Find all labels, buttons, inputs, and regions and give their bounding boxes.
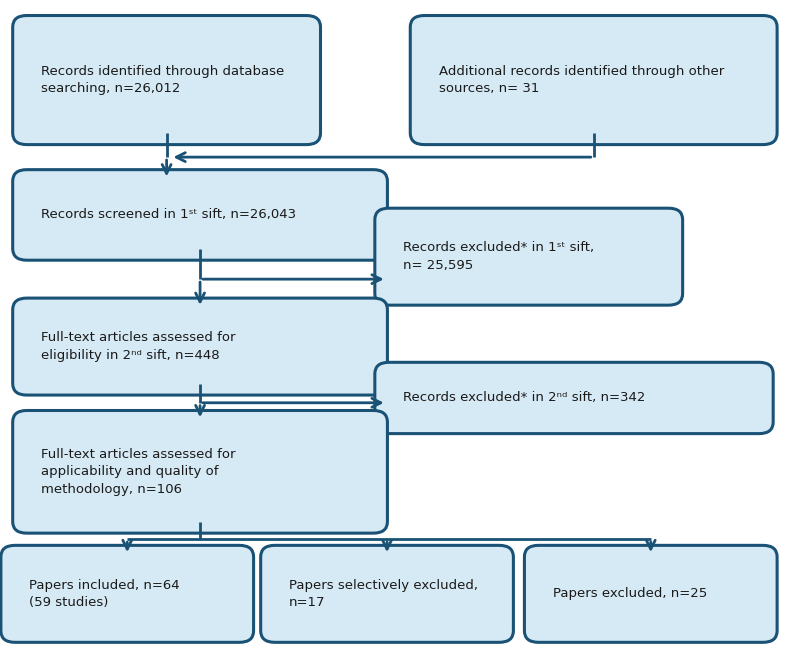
Text: Records excluded* in 2ⁿᵈ sift, n=342: Records excluded* in 2ⁿᵈ sift, n=342: [403, 392, 646, 404]
FancyBboxPatch shape: [13, 410, 387, 533]
Text: Full-text articles assessed for
eligibility in 2ⁿᵈ sift, n=448: Full-text articles assessed for eligibil…: [41, 332, 235, 362]
FancyBboxPatch shape: [13, 15, 321, 144]
FancyBboxPatch shape: [525, 546, 777, 642]
FancyBboxPatch shape: [13, 170, 387, 260]
FancyBboxPatch shape: [13, 298, 387, 395]
Text: Records excluded* in 1ˢᵗ sift,
n= 25,595: Records excluded* in 1ˢᵗ sift, n= 25,595: [403, 241, 594, 272]
FancyBboxPatch shape: [375, 208, 682, 305]
Text: Records identified through database
searching, n=26,012: Records identified through database sear…: [41, 64, 284, 95]
Text: Records screened in 1ˢᵗ sift, n=26,043: Records screened in 1ˢᵗ sift, n=26,043: [41, 208, 296, 221]
Text: Papers excluded, n=25: Papers excluded, n=25: [553, 588, 707, 600]
FancyBboxPatch shape: [375, 362, 773, 433]
Text: Additional records identified through other
sources, n= 31: Additional records identified through ot…: [438, 64, 724, 95]
FancyBboxPatch shape: [261, 546, 514, 642]
FancyBboxPatch shape: [1, 546, 254, 642]
Text: Full-text articles assessed for
applicability and quality of
methodology, n=106: Full-text articles assessed for applicab…: [41, 448, 235, 496]
Text: Papers selectively excluded,
n=17: Papers selectively excluded, n=17: [289, 579, 478, 609]
Text: Papers included, n=64
(59 studies): Papers included, n=64 (59 studies): [30, 579, 180, 609]
FancyBboxPatch shape: [410, 15, 777, 144]
